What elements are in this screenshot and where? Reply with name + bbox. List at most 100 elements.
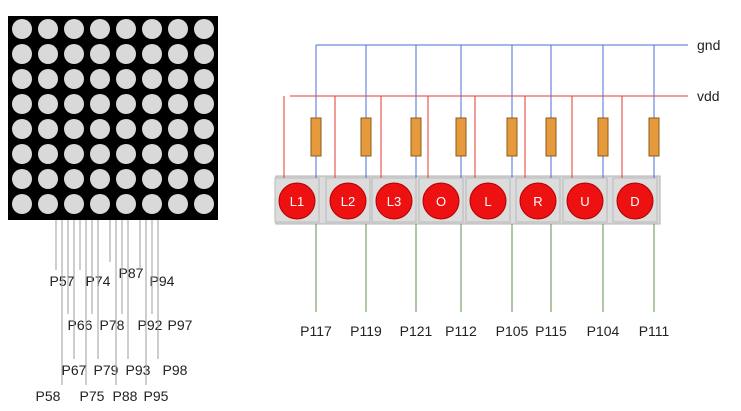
button-pin-label: P105 <box>496 323 529 339</box>
button-label: U <box>580 194 589 209</box>
matrix-led <box>142 119 162 139</box>
matrix-led <box>64 94 84 114</box>
button-pin-label: P104 <box>587 323 620 339</box>
matrix-led <box>116 194 136 214</box>
matrix-led <box>90 194 110 214</box>
matrix-led <box>168 194 188 214</box>
vdd-label: vdd <box>697 88 720 104</box>
matrix-led <box>90 69 110 89</box>
matrix-pin-label: P95 <box>144 388 169 404</box>
matrix-led <box>38 144 58 164</box>
resistor <box>455 117 467 157</box>
matrix-led <box>90 119 110 139</box>
matrix-led <box>142 194 162 214</box>
matrix-led <box>90 169 110 189</box>
button-led <box>616 182 654 220</box>
matrix-pin-label: P92 <box>138 317 163 333</box>
resistor <box>410 117 422 157</box>
matrix-led <box>168 94 188 114</box>
matrix-led <box>90 144 110 164</box>
matrix-led <box>12 19 32 39</box>
matrix-pin-lines: P57P58P66P67P74P75P78P79P87P88P92P93P94P… <box>36 220 193 404</box>
matrix-led <box>116 169 136 189</box>
matrix-pin-label: P75 <box>80 388 105 404</box>
matrix-pin-label: P67 <box>62 362 87 378</box>
button-pin-label: P121 <box>400 323 433 339</box>
button-led <box>329 182 367 220</box>
matrix-led <box>90 44 110 64</box>
matrix-led <box>64 194 84 214</box>
button-label: L2 <box>341 194 355 209</box>
matrix-led <box>12 169 32 189</box>
matrix-led <box>12 144 32 164</box>
matrix-led <box>168 44 188 64</box>
resistor <box>648 117 660 157</box>
button-o[interactable]: O P112 <box>418 45 477 339</box>
matrix-pin-label: P94 <box>150 273 175 289</box>
led-matrix <box>8 16 218 220</box>
matrix-led <box>64 69 84 89</box>
matrix-led <box>168 19 188 39</box>
matrix-led <box>116 69 136 89</box>
matrix-led <box>194 69 214 89</box>
button-l2[interactable]: L2 P119 <box>325 45 382 339</box>
matrix-led <box>142 169 162 189</box>
matrix-led <box>194 44 214 64</box>
matrix-led <box>12 44 32 64</box>
resistor <box>597 117 609 157</box>
button-label: L1 <box>290 194 304 209</box>
button-label: D <box>630 194 639 209</box>
matrix-led <box>116 144 136 164</box>
matrix-pin-label: P66 <box>68 317 93 333</box>
button-pin-label: P117 <box>300 323 332 339</box>
matrix-led <box>116 94 136 114</box>
button-pin-label: P112 <box>445 323 477 339</box>
matrix-led <box>168 144 188 164</box>
matrix-led <box>168 119 188 139</box>
matrix-led <box>64 119 84 139</box>
matrix-led <box>64 19 84 39</box>
matrix-pin-label: P98 <box>163 362 188 378</box>
matrix-led <box>38 169 58 189</box>
button-d[interactable]: D P111 <box>612 45 670 339</box>
matrix-pin-label: P93 <box>126 362 151 378</box>
button-panel: L1 P117 L2 P119 L3 P121 O P112 L P105 R P115 U P104 D P… <box>274 45 670 339</box>
button-pin-label: P115 <box>535 323 567 339</box>
matrix-led <box>12 69 32 89</box>
button-r[interactable]: R P115 <box>515 45 567 339</box>
button-label: O <box>436 194 446 209</box>
button-u[interactable]: U P104 <box>562 45 620 339</box>
matrix-led <box>194 19 214 39</box>
matrix-led <box>142 44 162 64</box>
matrix-led <box>64 144 84 164</box>
gnd-label: gnd <box>697 37 720 53</box>
matrix-led <box>12 194 32 214</box>
matrix-led <box>142 144 162 164</box>
resistor <box>545 117 557 157</box>
matrix-led <box>64 169 84 189</box>
matrix-led <box>194 169 214 189</box>
matrix-led <box>194 119 214 139</box>
matrix-led <box>194 144 214 164</box>
button-l3[interactable]: L3 P121 <box>371 45 433 339</box>
matrix-pin-label: P88 <box>113 388 138 404</box>
matrix-led <box>38 94 58 114</box>
matrix-pin-label: P97 <box>168 317 193 333</box>
button-label: L <box>484 194 491 209</box>
button-label: L3 <box>387 194 401 209</box>
matrix-board <box>8 16 218 220</box>
button-l1[interactable]: L1 P117 <box>274 45 332 339</box>
button-led <box>422 182 460 220</box>
matrix-led <box>142 69 162 89</box>
matrix-led <box>12 94 32 114</box>
matrix-led <box>38 69 58 89</box>
matrix-led <box>116 44 136 64</box>
matrix-led <box>64 44 84 64</box>
resistor <box>310 117 322 157</box>
button-pin-label: P111 <box>639 323 670 339</box>
button-l[interactable]: L P105 <box>465 45 529 339</box>
matrix-led <box>168 69 188 89</box>
button-led <box>566 182 604 220</box>
button-pin-label: P119 <box>350 323 382 339</box>
